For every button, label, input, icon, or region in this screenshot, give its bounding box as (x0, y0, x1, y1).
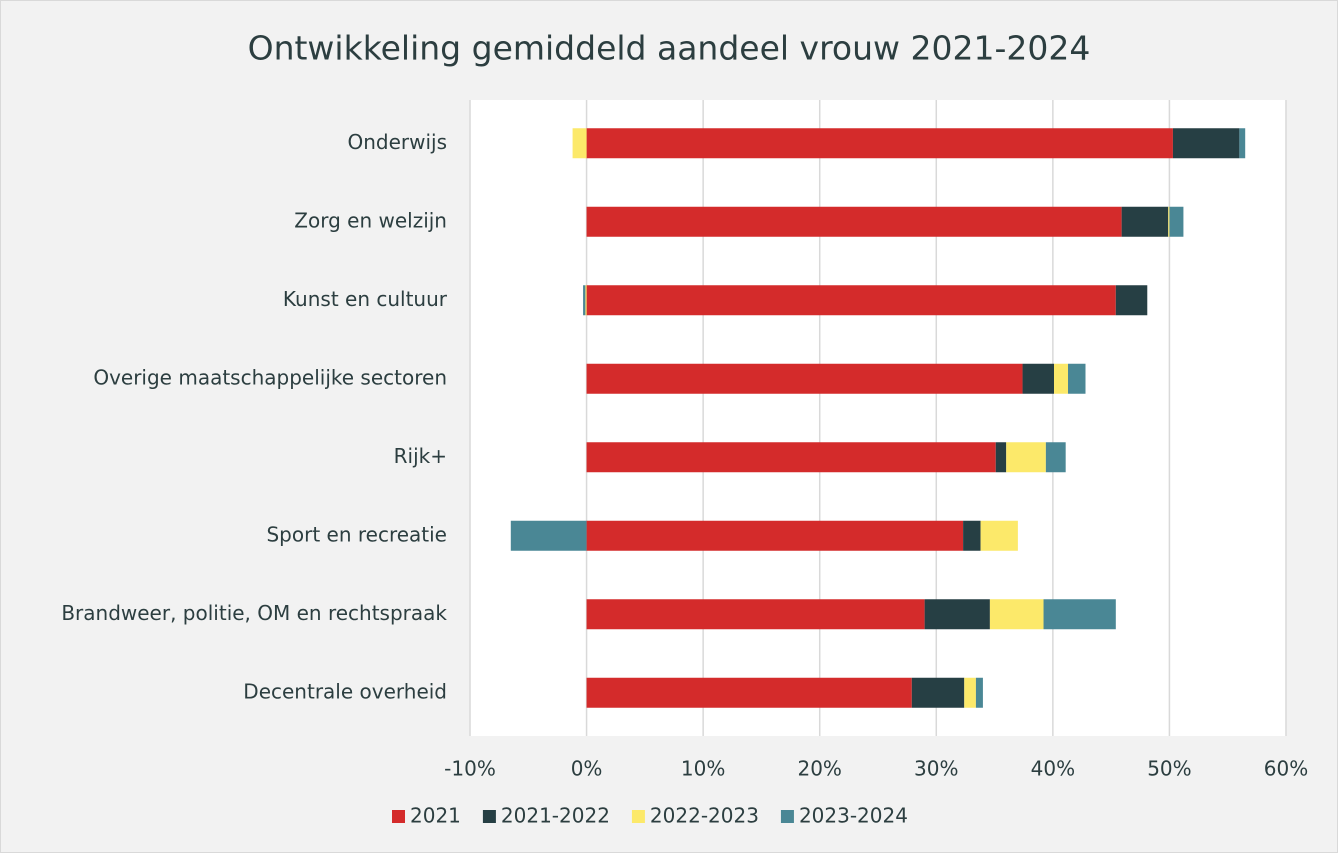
y-tick-label: Onderwijs (347, 130, 447, 154)
bar-segment (1168, 206, 1170, 237)
x-tick-label: 0% (571, 757, 603, 781)
bar-segment (924, 599, 990, 630)
bar-segment (1172, 128, 1240, 159)
bar-segment (586, 442, 996, 473)
bar-segment (586, 128, 1173, 159)
x-tick-label: 40% (1031, 757, 1075, 781)
bar-segment (964, 677, 976, 708)
bar-segment (963, 520, 981, 551)
bar-segment (583, 285, 586, 316)
bar-segment (1239, 128, 1246, 159)
bar-segment (995, 442, 1007, 473)
legend-label: 2023-2024 (799, 804, 908, 828)
bar-segment (586, 520, 964, 551)
bar-segment (1169, 206, 1184, 237)
x-tick-label: -10% (444, 757, 496, 781)
bar-segment (1022, 363, 1055, 394)
x-tick-label: 10% (681, 757, 725, 781)
x-tick-label: 50% (1147, 757, 1191, 781)
bar-segment (1115, 285, 1148, 316)
bar-segment (1121, 206, 1169, 237)
legend-label: 2021 (410, 804, 461, 828)
bar-segment (975, 677, 983, 708)
bar-segment (989, 599, 1044, 630)
legend-swatch (631, 810, 645, 823)
bar-segment (586, 206, 1122, 237)
x-tick-label: 60% (1264, 757, 1308, 781)
bar-segment (572, 128, 587, 159)
bar-segment (1054, 363, 1069, 394)
x-tick-label: 30% (914, 757, 958, 781)
y-tick-label: Decentrale overheid (243, 679, 447, 703)
bar-segment (1043, 599, 1116, 630)
y-tick-label: Kunst en cultuur (283, 287, 448, 311)
bar-segment (586, 363, 1023, 394)
legend-swatch (780, 810, 794, 823)
y-tick-label: Rijk+ (394, 444, 447, 468)
y-tick-label: Brandweer, politie, OM en rechtspraak (61, 601, 447, 625)
legend-swatch (482, 810, 496, 823)
bar-segment (980, 520, 1018, 551)
y-tick-label: Sport en recreatie (266, 522, 447, 546)
x-tick-label: 20% (797, 757, 841, 781)
bar-segment (510, 520, 587, 551)
bar-segment (1068, 363, 1086, 394)
bar-segment (1045, 442, 1066, 473)
chart-title: Ontwikkeling gemiddeld aandeel vrouw 202… (248, 29, 1091, 68)
legend-swatch (392, 810, 405, 823)
bar-segment (586, 285, 1116, 316)
plot-area (470, 100, 1286, 736)
bar-segment (586, 677, 912, 708)
y-tick-label: Zorg en welzijn (294, 208, 447, 232)
legend-label: 2022-2023 (650, 804, 759, 828)
legend-label: 2021-2022 (501, 804, 610, 828)
bar-segment (586, 599, 925, 630)
y-tick-label: Overige maatschappelijke sectoren (93, 365, 447, 389)
bar-segment (585, 285, 587, 316)
bar-segment (911, 677, 965, 708)
bar-segment (1006, 442, 1046, 473)
